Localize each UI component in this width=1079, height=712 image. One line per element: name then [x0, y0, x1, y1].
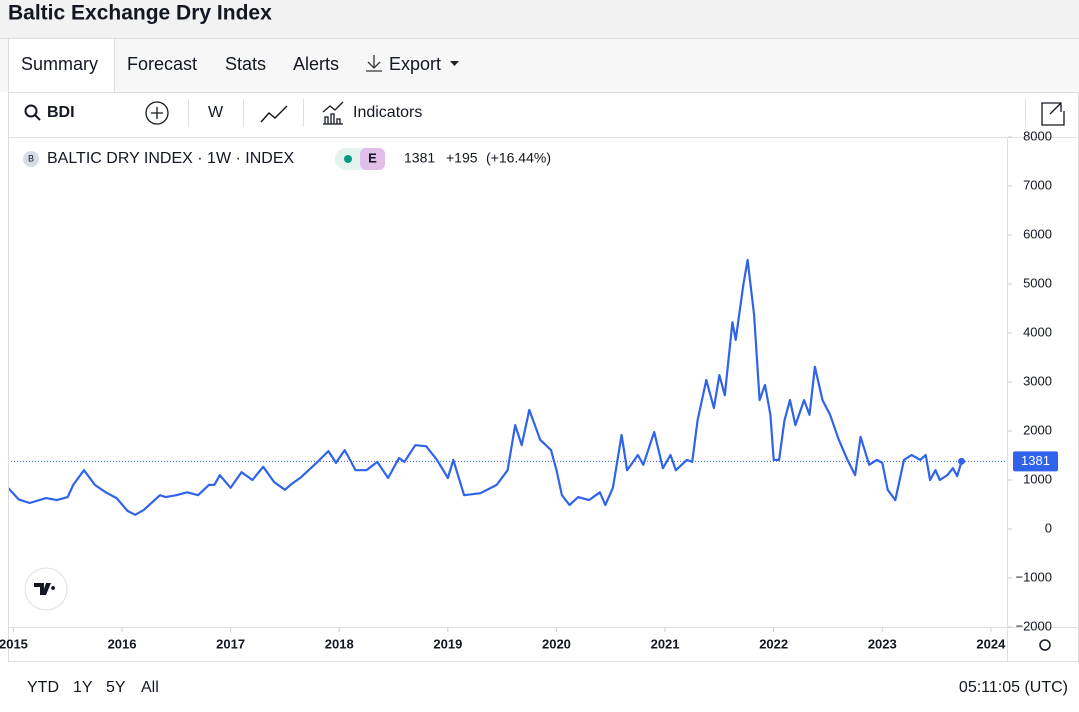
symbol-icon-letter: B — [28, 153, 34, 163]
y-tick-label: 1000 — [1023, 471, 1052, 486]
y-tick-label: 2000 — [1023, 422, 1052, 437]
series-line — [9, 258, 963, 516]
range-button[interactable]: All — [141, 679, 159, 696]
range-button[interactable]: YTD — [27, 679, 59, 696]
legend-change-pct: (+16.44%) — [486, 150, 551, 166]
y-tick-label: 3000 — [1023, 373, 1052, 388]
badge-letter: E — [368, 150, 377, 165]
x-tick-label: 2022 — [759, 636, 788, 651]
legend-change: +195 — [446, 150, 478, 166]
popout-icon[interactable] — [1041, 102, 1065, 126]
y-tick-label: 0 — [1045, 520, 1052, 535]
x-tick-label: 2023 — [868, 636, 897, 651]
range-button[interactable]: 1Y — [73, 679, 93, 696]
tab[interactable]: Alerts — [293, 54, 339, 74]
title-bar — [0, 0, 1079, 38]
search-icon — [34, 114, 41, 121]
export-icon — [366, 55, 382, 72]
x-tick-label: 2018 — [325, 636, 354, 651]
y-tick-label: 8000 — [1023, 128, 1052, 143]
clock: 05:11:05 (UTC) — [959, 679, 1068, 696]
last-price-box — [1013, 451, 1058, 472]
symbol-icon — [23, 151, 39, 167]
x-tick-label: 2016 — [108, 636, 137, 651]
y-tick-label: 4000 — [1023, 324, 1052, 339]
last-price-label: 1381 — [1021, 453, 1050, 468]
tab[interactable]: Forecast — [127, 54, 197, 74]
add-icon — [151, 107, 163, 119]
chart-frame — [8, 92, 1079, 662]
y-tick-label: 5000 — [1023, 275, 1052, 290]
badge — [360, 148, 385, 170]
search-icon — [24, 104, 38, 118]
legend-last: 1381 — [404, 150, 435, 166]
tab-bar — [0, 39, 1079, 92]
status-dot — [344, 155, 352, 163]
last-point — [958, 457, 966, 465]
indicators[interactable]: Indicators — [353, 104, 422, 121]
y-tick-label: −1000 — [1015, 569, 1052, 584]
y-tick-label: 6000 — [1023, 226, 1052, 241]
tab[interactable]: Stats — [225, 54, 266, 74]
logo-mark — [34, 583, 56, 595]
x-tick-label: 2021 — [651, 636, 680, 651]
x-tick-label: 2020 — [542, 636, 571, 651]
range-button[interactable]: 5Y — [106, 679, 126, 696]
symbol[interactable]: BDI — [47, 104, 75, 121]
x-tick-label: 2024 — [976, 636, 1006, 651]
legend-name: BALTIC DRY INDEX · 1W · INDEX — [47, 150, 294, 167]
x-tick-label: 2017 — [216, 636, 245, 651]
y-tick-label: 7000 — [1023, 177, 1052, 192]
y-tick-label: −2000 — [1015, 618, 1052, 633]
chart-type-icon[interactable] — [260, 105, 288, 123]
add-icon[interactable] — [145, 101, 169, 125]
indicators-icon — [322, 101, 344, 125]
caret — [450, 61, 459, 66]
x-tick-label: 2015 — [0, 636, 28, 651]
tab[interactable]: Summary — [21, 54, 98, 74]
page-title: Baltic Exchange Dry Index — [8, 2, 272, 25]
x-tick-label: 2019 — [433, 636, 462, 651]
interval[interactable]: W — [208, 104, 224, 121]
tab[interactable]: Export — [389, 54, 441, 74]
settings-icon[interactable] — [1039, 639, 1051, 651]
